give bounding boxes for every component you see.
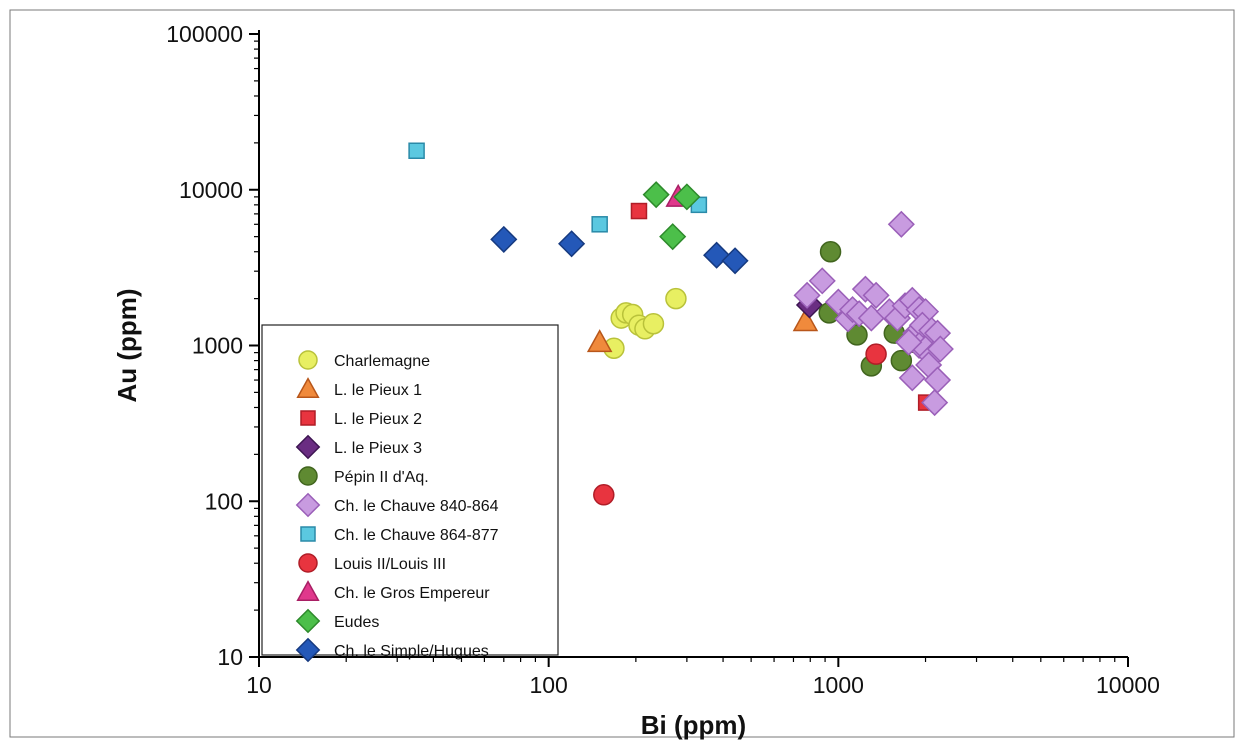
x-tick-label: 10000 xyxy=(1096,672,1160,698)
x-axis-title: Bi (ppm) xyxy=(641,710,746,740)
legend-item: L. le Pieux 2 xyxy=(300,410,422,428)
legend-item: Ch. le Chauve 840-864 xyxy=(295,492,499,518)
y-tick-label: 100 xyxy=(205,488,243,514)
y-axis-title: Au (ppm) xyxy=(112,288,142,402)
legend-item: Louis II/Louis III xyxy=(298,553,446,573)
legend-item: L. le Pieux 3 xyxy=(295,434,422,460)
series-10 xyxy=(490,225,749,275)
legend-marker xyxy=(295,492,321,518)
data-point xyxy=(721,247,749,275)
legend-marker xyxy=(295,637,321,663)
legend-label: L. le Pieux 3 xyxy=(334,440,422,457)
legend-marker xyxy=(298,350,318,370)
series-1 xyxy=(586,308,819,353)
legend-label: Louis II/Louis III xyxy=(334,556,446,573)
legend-label: L. le Pieux 1 xyxy=(334,382,422,399)
data-point xyxy=(642,181,670,209)
data-point xyxy=(586,329,613,353)
data-point xyxy=(890,349,913,372)
legend-marker xyxy=(295,434,321,460)
legend-box xyxy=(261,324,559,656)
legend-marker xyxy=(300,526,316,542)
data-point xyxy=(862,281,890,309)
legend-marker xyxy=(296,580,320,602)
legend-label: Charlemagne xyxy=(334,353,430,370)
figure-frame xyxy=(9,9,1235,738)
data-point xyxy=(659,223,687,251)
data-point xyxy=(408,142,425,159)
data-point xyxy=(665,287,687,310)
series-9 xyxy=(642,181,701,251)
data-point xyxy=(895,328,923,356)
data-point xyxy=(591,216,608,233)
series-0 xyxy=(603,287,687,360)
legend-label: L. le Pieux 2 xyxy=(334,411,422,428)
y-tick-label: 10000 xyxy=(179,177,243,203)
legend-item: Charlemagne xyxy=(298,350,430,370)
data-point xyxy=(558,230,586,258)
data-point xyxy=(865,343,887,365)
data-point xyxy=(793,281,821,309)
legend-marker xyxy=(295,608,321,634)
legend-label: Ch. le Chauve 864-877 xyxy=(334,527,499,544)
data-point xyxy=(808,267,836,295)
legend-label: Pépin II d'Aq. xyxy=(334,469,429,486)
legend-item: Ch. le Simple/Hugues xyxy=(295,637,489,663)
series-5 xyxy=(793,210,954,417)
data-point xyxy=(921,389,949,417)
axes: 10 100 1000 10000 10 100 1000 10000 100000 xyxy=(166,21,1160,698)
legend-item: Pépin II d'Aq. xyxy=(298,466,429,486)
y-tick-label: 10 xyxy=(217,644,243,670)
legend-marker xyxy=(298,553,318,573)
legend-item: Ch. le Chauve 864-877 xyxy=(300,526,499,544)
legend-marker xyxy=(296,377,320,399)
data-point xyxy=(819,240,842,263)
legend-marker xyxy=(300,410,316,426)
data-points xyxy=(408,142,954,506)
x-tick-label: 100 xyxy=(529,672,567,698)
data-point xyxy=(490,225,518,253)
series-7 xyxy=(593,343,887,506)
data-point xyxy=(630,202,648,220)
legend: Charlemagne L. le Pieux 1 L. le Pieux 2 L. … xyxy=(261,324,559,663)
legend-item: Eudes xyxy=(295,608,379,634)
x-tick-label: 1000 xyxy=(813,672,864,698)
legend-label: Ch. le Simple/Hugues xyxy=(334,643,489,660)
data-point xyxy=(898,364,926,392)
legend-label: Eudes xyxy=(334,614,379,631)
data-point xyxy=(673,183,701,211)
data-point xyxy=(887,210,915,238)
data-point xyxy=(926,335,954,363)
x-tick-label: 10 xyxy=(246,672,272,698)
data-point xyxy=(593,484,615,506)
legend-item: Ch. le Gros Empereur xyxy=(296,580,490,602)
legend-item: L. le Pieux 1 xyxy=(296,377,422,399)
legend-marker xyxy=(298,466,318,486)
legend-label: Ch. le Chauve 840-864 xyxy=(334,498,499,515)
legend-label: Ch. le Gros Empereur xyxy=(334,585,490,602)
data-point xyxy=(792,308,819,332)
data-point xyxy=(642,312,665,335)
y-tick-label: 1000 xyxy=(192,333,243,359)
y-tick-label: 100000 xyxy=(166,21,243,47)
